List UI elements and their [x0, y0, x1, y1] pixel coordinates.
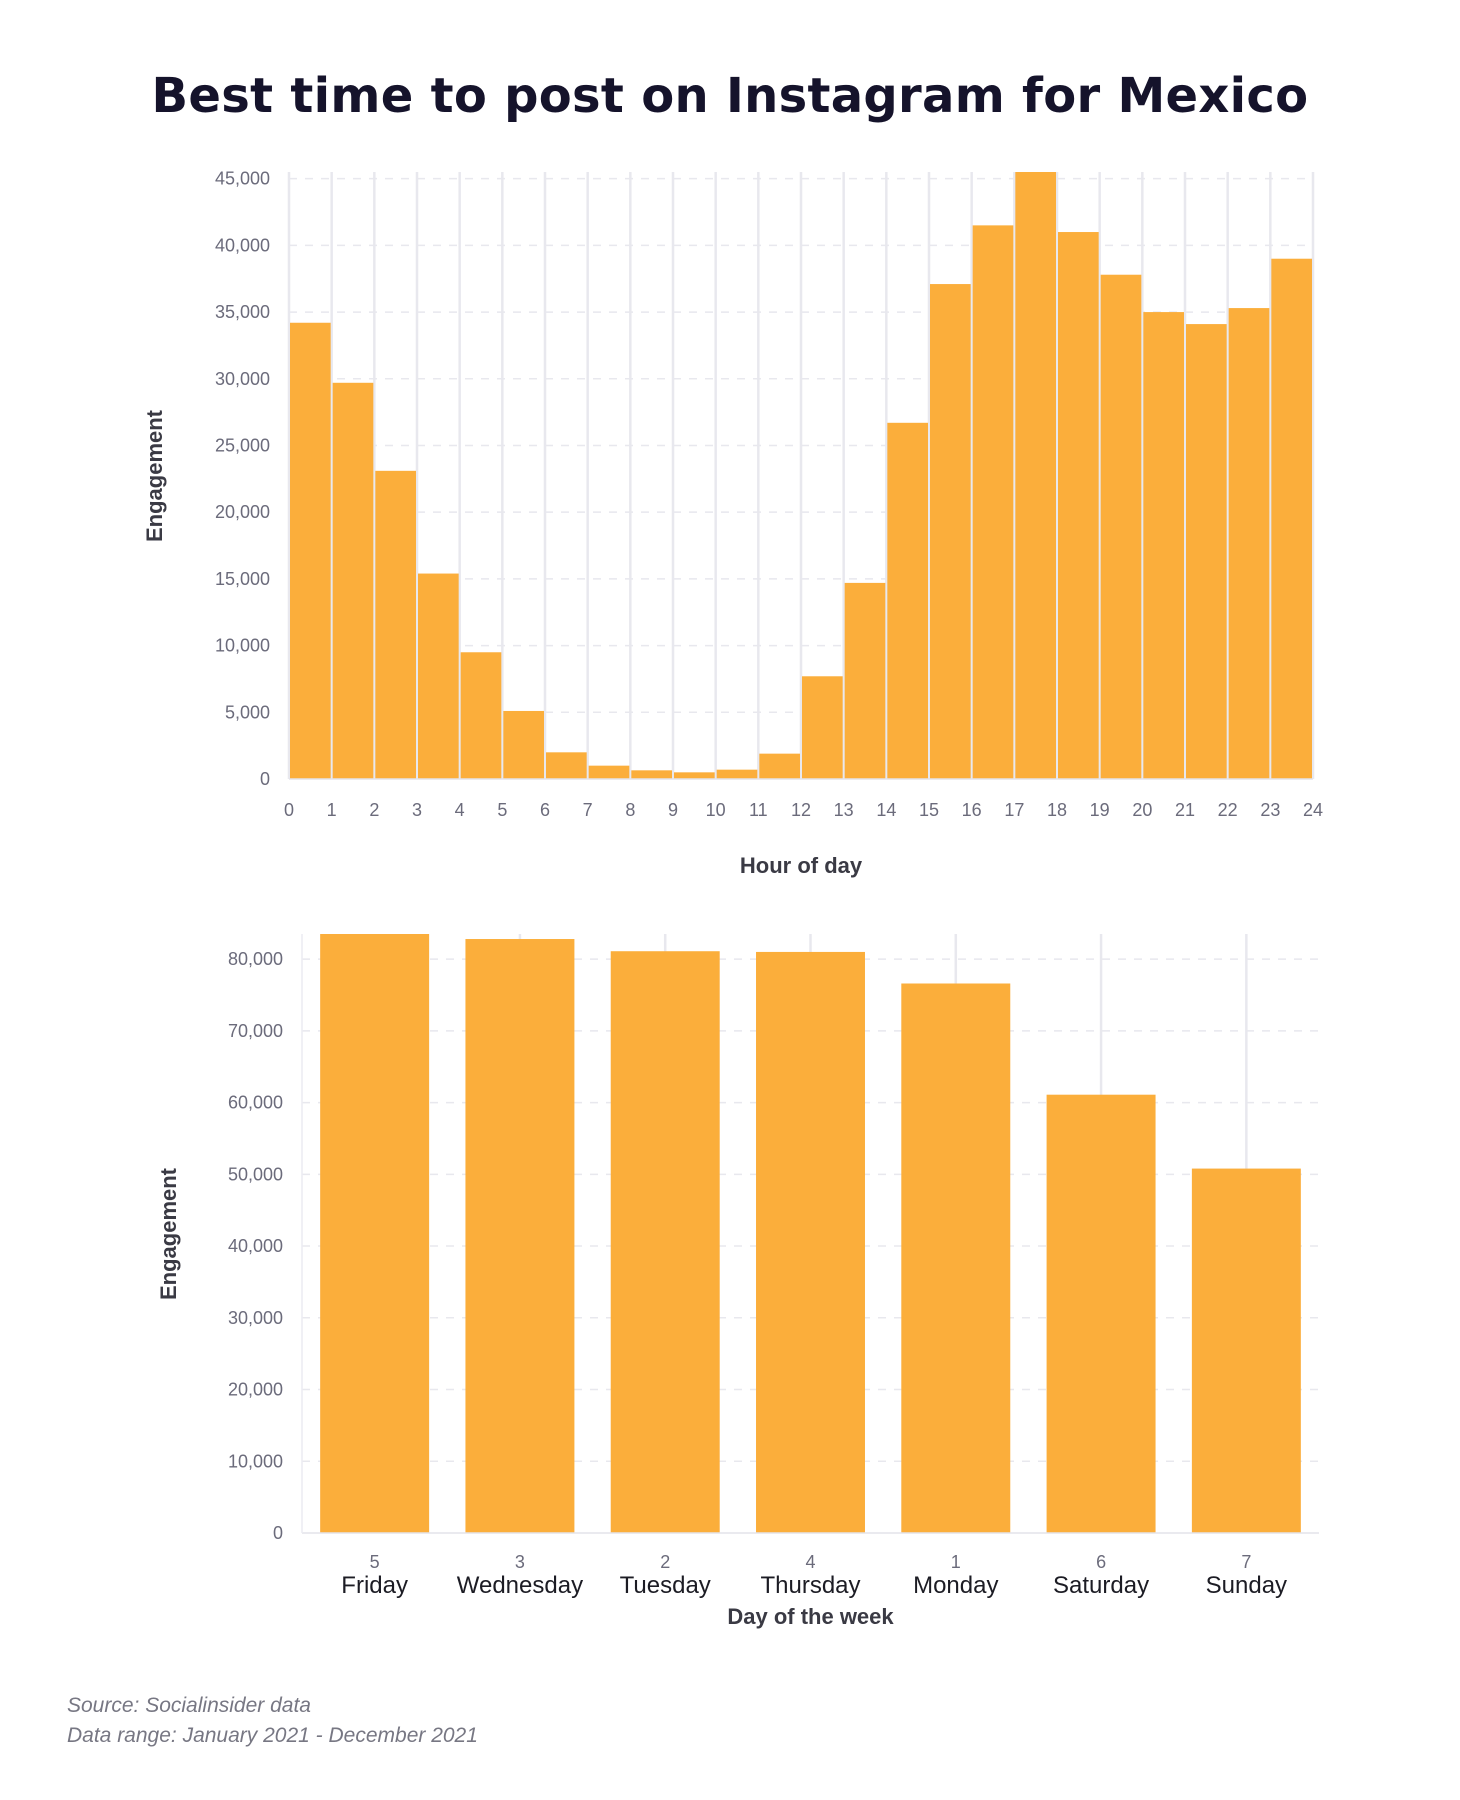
- bar-wednesday: [465, 939, 575, 1533]
- bar-hour-16: [972, 225, 1014, 779]
- x-tick-label: 14: [876, 800, 896, 820]
- day-number-label: 4: [805, 1552, 815, 1572]
- x-tick-label: 21: [1175, 800, 1195, 820]
- bar-hour-14: [887, 422, 928, 779]
- y-tick-label: 15,000: [215, 569, 270, 589]
- day-name-label: Tuesday: [620, 1572, 711, 1599]
- bar-hour-0: [290, 322, 331, 779]
- x-tick-label: 0: [284, 800, 294, 820]
- y-tick-label: 30,000: [215, 369, 270, 389]
- y-tick-label: 50,000: [228, 1164, 283, 1184]
- y-tick-label: 30,000: [228, 1308, 283, 1328]
- day-name-label: Wednesday: [457, 1572, 583, 1599]
- chart-title: Best time to post on Instagram for Mexic…: [151, 68, 1309, 124]
- y-axis-title: Engagement: [156, 1167, 181, 1300]
- data-range-note: Data range: January 2021 - December 2021: [67, 1724, 478, 1747]
- bar-saturday: [1046, 1094, 1156, 1533]
- y-tick-label: 35,000: [215, 302, 270, 322]
- day-number-label: 5: [370, 1552, 380, 1572]
- x-tick-label: 22: [1218, 800, 1238, 820]
- bar-hour-21: [1186, 324, 1227, 779]
- y-tick-label: 0: [273, 1523, 283, 1543]
- day-number-label: 3: [515, 1552, 525, 1572]
- x-tick-label: 2: [369, 800, 379, 820]
- y-tick-label: 80,000: [228, 949, 283, 969]
- bar-hour-1: [332, 382, 374, 779]
- x-tick-label: 12: [791, 800, 811, 820]
- bar-hour-8: [631, 770, 672, 779]
- x-tick-label: 5: [497, 800, 507, 820]
- x-axis-title: Hour of day: [740, 853, 863, 878]
- x-tick-label: 16: [962, 800, 982, 820]
- bar-hour-17: [1015, 172, 1056, 779]
- day-number-label: 6: [1096, 1552, 1106, 1572]
- day-number-label: 2: [660, 1552, 670, 1572]
- x-tick-label: 19: [1090, 800, 1110, 820]
- x-tick-label: 20: [1132, 800, 1152, 820]
- x-tick-label: 10: [706, 800, 726, 820]
- day-name-label: Saturday: [1053, 1572, 1149, 1599]
- x-tick-label: 17: [1004, 800, 1024, 820]
- day-name-label: Friday: [341, 1572, 408, 1599]
- y-tick-label: 40,000: [228, 1236, 283, 1256]
- x-tick-label: 1: [327, 800, 337, 820]
- bar-hour-5: [503, 710, 544, 779]
- bar-hour-15: [930, 284, 971, 779]
- bar-hour-22: [1228, 308, 1270, 779]
- y-tick-label: 40,000: [215, 235, 270, 255]
- x-tick-label: 18: [1047, 800, 1067, 820]
- x-tick-label: 8: [625, 800, 635, 820]
- day-of-week-chart: 0 10,000 20,000 30,000 40,000 50,000 60,000 70,…: [156, 934, 1319, 1629]
- y-tick-label: 20,000: [215, 502, 270, 522]
- y-tick-label: 10,000: [228, 1451, 283, 1471]
- x-tick-label: 24: [1303, 800, 1323, 820]
- y-tick-label: 5,000: [225, 702, 270, 722]
- bar-hour-23: [1271, 258, 1312, 779]
- source-note: Source: Socialinsider data: [67, 1694, 311, 1717]
- bar-thursday: [756, 951, 865, 1533]
- y-tick-label: 10,000: [215, 636, 270, 656]
- x-tick-label: 4: [455, 800, 465, 820]
- x-tick-label: 13: [834, 800, 854, 820]
- bar-hour-12: [802, 676, 843, 779]
- bar-hour-2: [375, 470, 416, 779]
- day-name-label: Thursday: [760, 1572, 860, 1599]
- bar-hour-6: [546, 752, 587, 779]
- x-axis-title: Day of the week: [727, 1604, 894, 1629]
- bar-hour-4: [460, 652, 502, 779]
- bar-sunday: [1191, 1168, 1301, 1533]
- day-number-label: 1: [951, 1552, 961, 1572]
- y-tick-label: 0: [260, 769, 270, 789]
- y-tick-label: 45,000: [215, 169, 270, 189]
- x-tick-label: 6: [540, 800, 550, 820]
- bar-hour-7: [588, 765, 630, 779]
- bar-hour-10: [716, 769, 758, 779]
- y-tick-label: 25,000: [215, 435, 270, 455]
- day-name-label: Monday: [913, 1572, 998, 1599]
- bar-hour-20: [1143, 312, 1184, 779]
- y-axis-title: Engagement: [142, 409, 167, 542]
- bar-hour-13: [844, 582, 886, 779]
- x-tick-label: 23: [1260, 800, 1280, 820]
- x-tick-label: 7: [583, 800, 593, 820]
- bar-hour-9: [674, 772, 715, 779]
- x-tick-label: 15: [919, 800, 939, 820]
- bar-monday: [901, 983, 1011, 1533]
- bar-tuesday: [610, 951, 720, 1533]
- bar-hour-19: [1100, 274, 1142, 779]
- y-tick-label: 20,000: [228, 1380, 283, 1400]
- bar-hour-3: [418, 573, 459, 779]
- x-tick-label: 9: [668, 800, 678, 820]
- bar-friday: [320, 934, 430, 1533]
- bar-hour-11: [759, 753, 800, 779]
- y-tick-label: 70,000: [228, 1021, 283, 1041]
- x-tick-label: 11: [749, 800, 768, 820]
- y-tick-label: 60,000: [228, 1093, 283, 1113]
- day-number-label: 7: [1241, 1552, 1251, 1572]
- day-name-label: Sunday: [1206, 1572, 1287, 1599]
- x-tick-label: 3: [412, 800, 422, 820]
- hour-of-day-chart: 0 5,000 10,000 15,000 20,000 25,000 30,000 35,0…: [142, 169, 1323, 878]
- bar-hour-18: [1058, 232, 1099, 780]
